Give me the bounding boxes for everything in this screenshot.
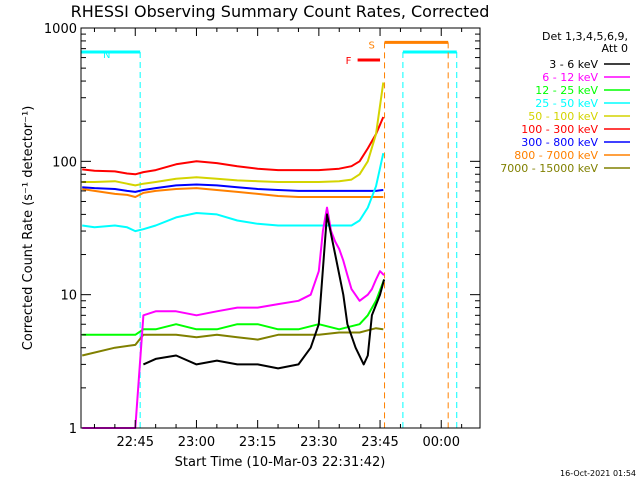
y-tick-label-3: 1000 — [44, 22, 77, 37]
band-label-N: N — [103, 50, 110, 61]
band-label-F: F — [346, 56, 352, 67]
x-tick-label-1: 23:00 — [178, 435, 215, 450]
series-line-4 — [82, 82, 385, 187]
series-line-1 — [82, 206, 385, 429]
y-tick-label-2: 100 — [52, 155, 77, 170]
legend-label-1: 6 - 12 keV — [542, 71, 598, 84]
legend-title-line-1: Det 1,3,4,5,6,9, — [542, 30, 628, 43]
x-tick-label-2: 23:15 — [239, 435, 276, 450]
legend-label-2: 12 - 25 keV — [535, 84, 598, 97]
legend-label-0: 3 - 6 keV — [549, 58, 598, 71]
plot-marks: N S F — [81, 40, 458, 429]
chart-title: RHESSI Observing Summary Count Rates, Co… — [71, 2, 490, 21]
timestamp-footer: 16-Oct-2021 01:54 — [560, 469, 636, 478]
series-line-6 — [82, 183, 384, 193]
y-tick-label-1: 10 — [60, 289, 77, 304]
y-axis-label: Corrected Count Rate (s⁻¹ detector⁻¹) — [21, 106, 36, 351]
x-axis: 22:45 23:00 23:15 23:30 23:45 00:00 — [93, 28, 463, 450]
y-axis: 1 10 100 1000 — [44, 22, 480, 437]
x-tick-label-3: 23:30 — [300, 435, 337, 450]
series-line-7 — [82, 187, 384, 198]
legend-label-5: 100 - 300 keV — [521, 123, 598, 136]
legend-label-4: 50 - 100 keV — [528, 110, 598, 123]
legend-label-6: 300 - 800 keV — [521, 136, 598, 149]
x-tick-label-0: 22:45 — [117, 435, 154, 450]
series-line-5 — [82, 116, 385, 176]
legend-title-line-2: Att 0 — [602, 42, 628, 55]
legend-label-8: 7000 - 15000 keV — [500, 162, 598, 175]
x-tick-label-5: 00:00 — [423, 435, 460, 450]
y-tick-label-0: 1 — [69, 422, 77, 437]
series-line-0 — [142, 213, 386, 370]
x-tick-label-4: 23:45 — [361, 435, 398, 450]
band-label-S: S — [369, 40, 375, 51]
legend-label-3: 25 - 50 keV — [535, 97, 598, 110]
legend-label-7: 800 - 7000 keV — [514, 149, 598, 162]
series-line-3 — [82, 152, 385, 233]
x-axis-label: Start Time (10-Mar-03 22:31:42) — [175, 455, 386, 470]
plot-frame — [80, 27, 481, 429]
